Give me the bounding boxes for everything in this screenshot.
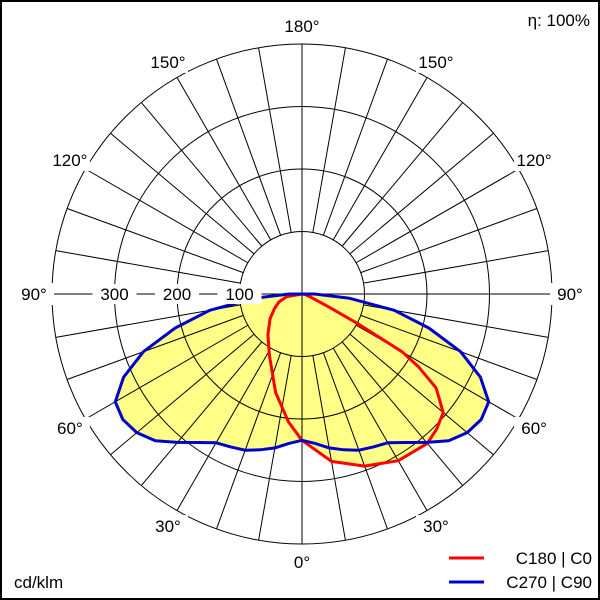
grid-radial-line [360, 208, 538, 274]
tick-label-bg [155, 284, 199, 304]
angle-label-bg [550, 283, 590, 305]
grid-radial-line [363, 250, 549, 284]
angle-label-bg [148, 515, 188, 538]
legend-label: C270 | C90 [506, 573, 592, 592]
efficiency-label: η: 100% [528, 11, 590, 30]
grid-radial-line [140, 341, 263, 486]
grid-radial-line [322, 58, 388, 236]
radial-tick-label: 200 [163, 285, 191, 304]
angle-label-bg [416, 50, 456, 73]
grid-radial-line [140, 102, 263, 247]
tick-label-bg [92, 284, 137, 304]
series-line [113, 292, 491, 452]
grid-radial-line [85, 168, 249, 264]
grid-radial-line [55, 250, 241, 284]
grid-radial-line [332, 347, 428, 511]
angle-label-bg [282, 551, 322, 573]
angle-label-bg [49, 149, 90, 171]
legend-label: C180 | C0 [516, 549, 592, 568]
grid-radial-line [176, 77, 272, 241]
legend: C180 | C0 C270 | C90 [449, 549, 592, 592]
grid-radial-line [349, 333, 494, 456]
angle-label-bg [514, 417, 555, 439]
angle-label-bg [416, 515, 456, 538]
grid-radial-line [110, 333, 255, 456]
angle-label-bg [14, 283, 54, 305]
angle-label: 30° [423, 517, 449, 536]
tick-label-bg [217, 284, 262, 304]
angle-label: 0° [294, 553, 310, 572]
grid-radial-line [349, 132, 494, 255]
angle-label: 120° [52, 151, 87, 170]
grid-radial-line [216, 352, 282, 530]
angle-label: 150° [150, 53, 185, 72]
radial-tick-label: 100 [225, 285, 253, 304]
grid-radial-line [355, 168, 519, 264]
grid-radial-line [66, 314, 244, 380]
angle-label-bg [49, 417, 90, 439]
grid-radial-line [258, 47, 292, 233]
grid-radial-line [341, 102, 464, 247]
angle-label: 150° [418, 53, 453, 72]
grid-radial-line [176, 347, 272, 511]
angle-label: 180° [284, 17, 319, 36]
angle-label-bg [514, 149, 555, 171]
grid-radial-line [216, 58, 282, 236]
grid-radial-line [322, 352, 388, 530]
grid-radial-line [341, 341, 464, 486]
angle-label-bg [148, 50, 188, 73]
series-line [266, 292, 445, 468]
angle-label: 90° [21, 285, 47, 304]
unit-label: cd/klm [14, 573, 63, 592]
grid-radial-line [312, 47, 346, 233]
grid-radial-line [332, 77, 428, 241]
grid-radial-line [110, 132, 255, 255]
angle-label: 60° [521, 419, 547, 438]
grid-radial-line [360, 314, 538, 380]
angle-label: 30° [155, 517, 181, 536]
radial-tick-label: 300 [100, 285, 128, 304]
angle-label-bg [282, 15, 322, 37]
angle-label: 120° [517, 151, 552, 170]
grid-radial-line [85, 324, 249, 420]
angle-label: 60° [57, 419, 83, 438]
angle-label: 90° [557, 285, 583, 304]
grid-radial-line [66, 208, 244, 274]
